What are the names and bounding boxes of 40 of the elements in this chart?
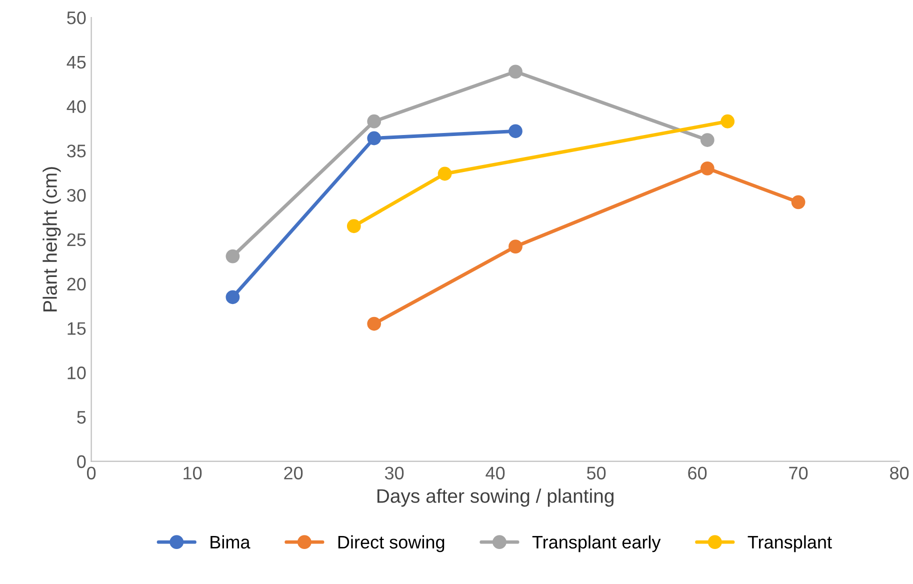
point bbox=[700, 161, 714, 176]
point bbox=[226, 249, 240, 264]
y-tick-label: 10 bbox=[68, 366, 86, 380]
point bbox=[791, 195, 806, 210]
x-tick-label: 0 bbox=[86, 466, 96, 480]
y-tick-label: 45 bbox=[66, 56, 86, 69]
point bbox=[367, 131, 382, 146]
legend-label: Direct sowing bbox=[338, 535, 444, 552]
legend-label: Bima bbox=[210, 535, 250, 549]
point bbox=[720, 114, 735, 128]
x-axis-title: Days after sowing / planting bbox=[377, 488, 614, 507]
point bbox=[367, 316, 382, 331]
point bbox=[438, 166, 452, 181]
x-tick-label: 40 bbox=[486, 466, 505, 480]
point bbox=[226, 290, 240, 304]
y-tick-label: 30 bbox=[67, 188, 86, 202]
y-tick-label: 0 bbox=[77, 455, 86, 468]
point bbox=[367, 114, 382, 128]
legend-label: Transplant early bbox=[532, 535, 661, 552]
point bbox=[700, 133, 714, 147]
y-tick-label: 25 bbox=[67, 233, 86, 246]
x-tick-label: 70 bbox=[789, 466, 808, 480]
y-tick-label: 5 bbox=[77, 411, 86, 424]
point bbox=[508, 124, 522, 138]
x-tick-label: 10 bbox=[184, 466, 202, 480]
y-tick-label: 40 bbox=[66, 100, 86, 114]
x-tick-label: 50 bbox=[586, 466, 606, 480]
y-tick-label: 50 bbox=[67, 11, 86, 24]
x-tick-label: 80 bbox=[890, 466, 909, 480]
legend-label: Transplant bbox=[748, 535, 832, 552]
x-tick-label: 60 bbox=[688, 466, 707, 480]
point bbox=[508, 240, 522, 254]
x-tick-label: 20 bbox=[284, 466, 303, 480]
point bbox=[346, 219, 361, 234]
y-tick-label: 35 bbox=[67, 144, 86, 158]
point bbox=[508, 64, 522, 79]
y-tick-label: 20 bbox=[67, 278, 86, 291]
y-axis-title: Plant height (cm) bbox=[42, 167, 61, 312]
x-tick-label: 30 bbox=[384, 466, 404, 480]
y-tick-label: 15 bbox=[68, 322, 86, 335]
